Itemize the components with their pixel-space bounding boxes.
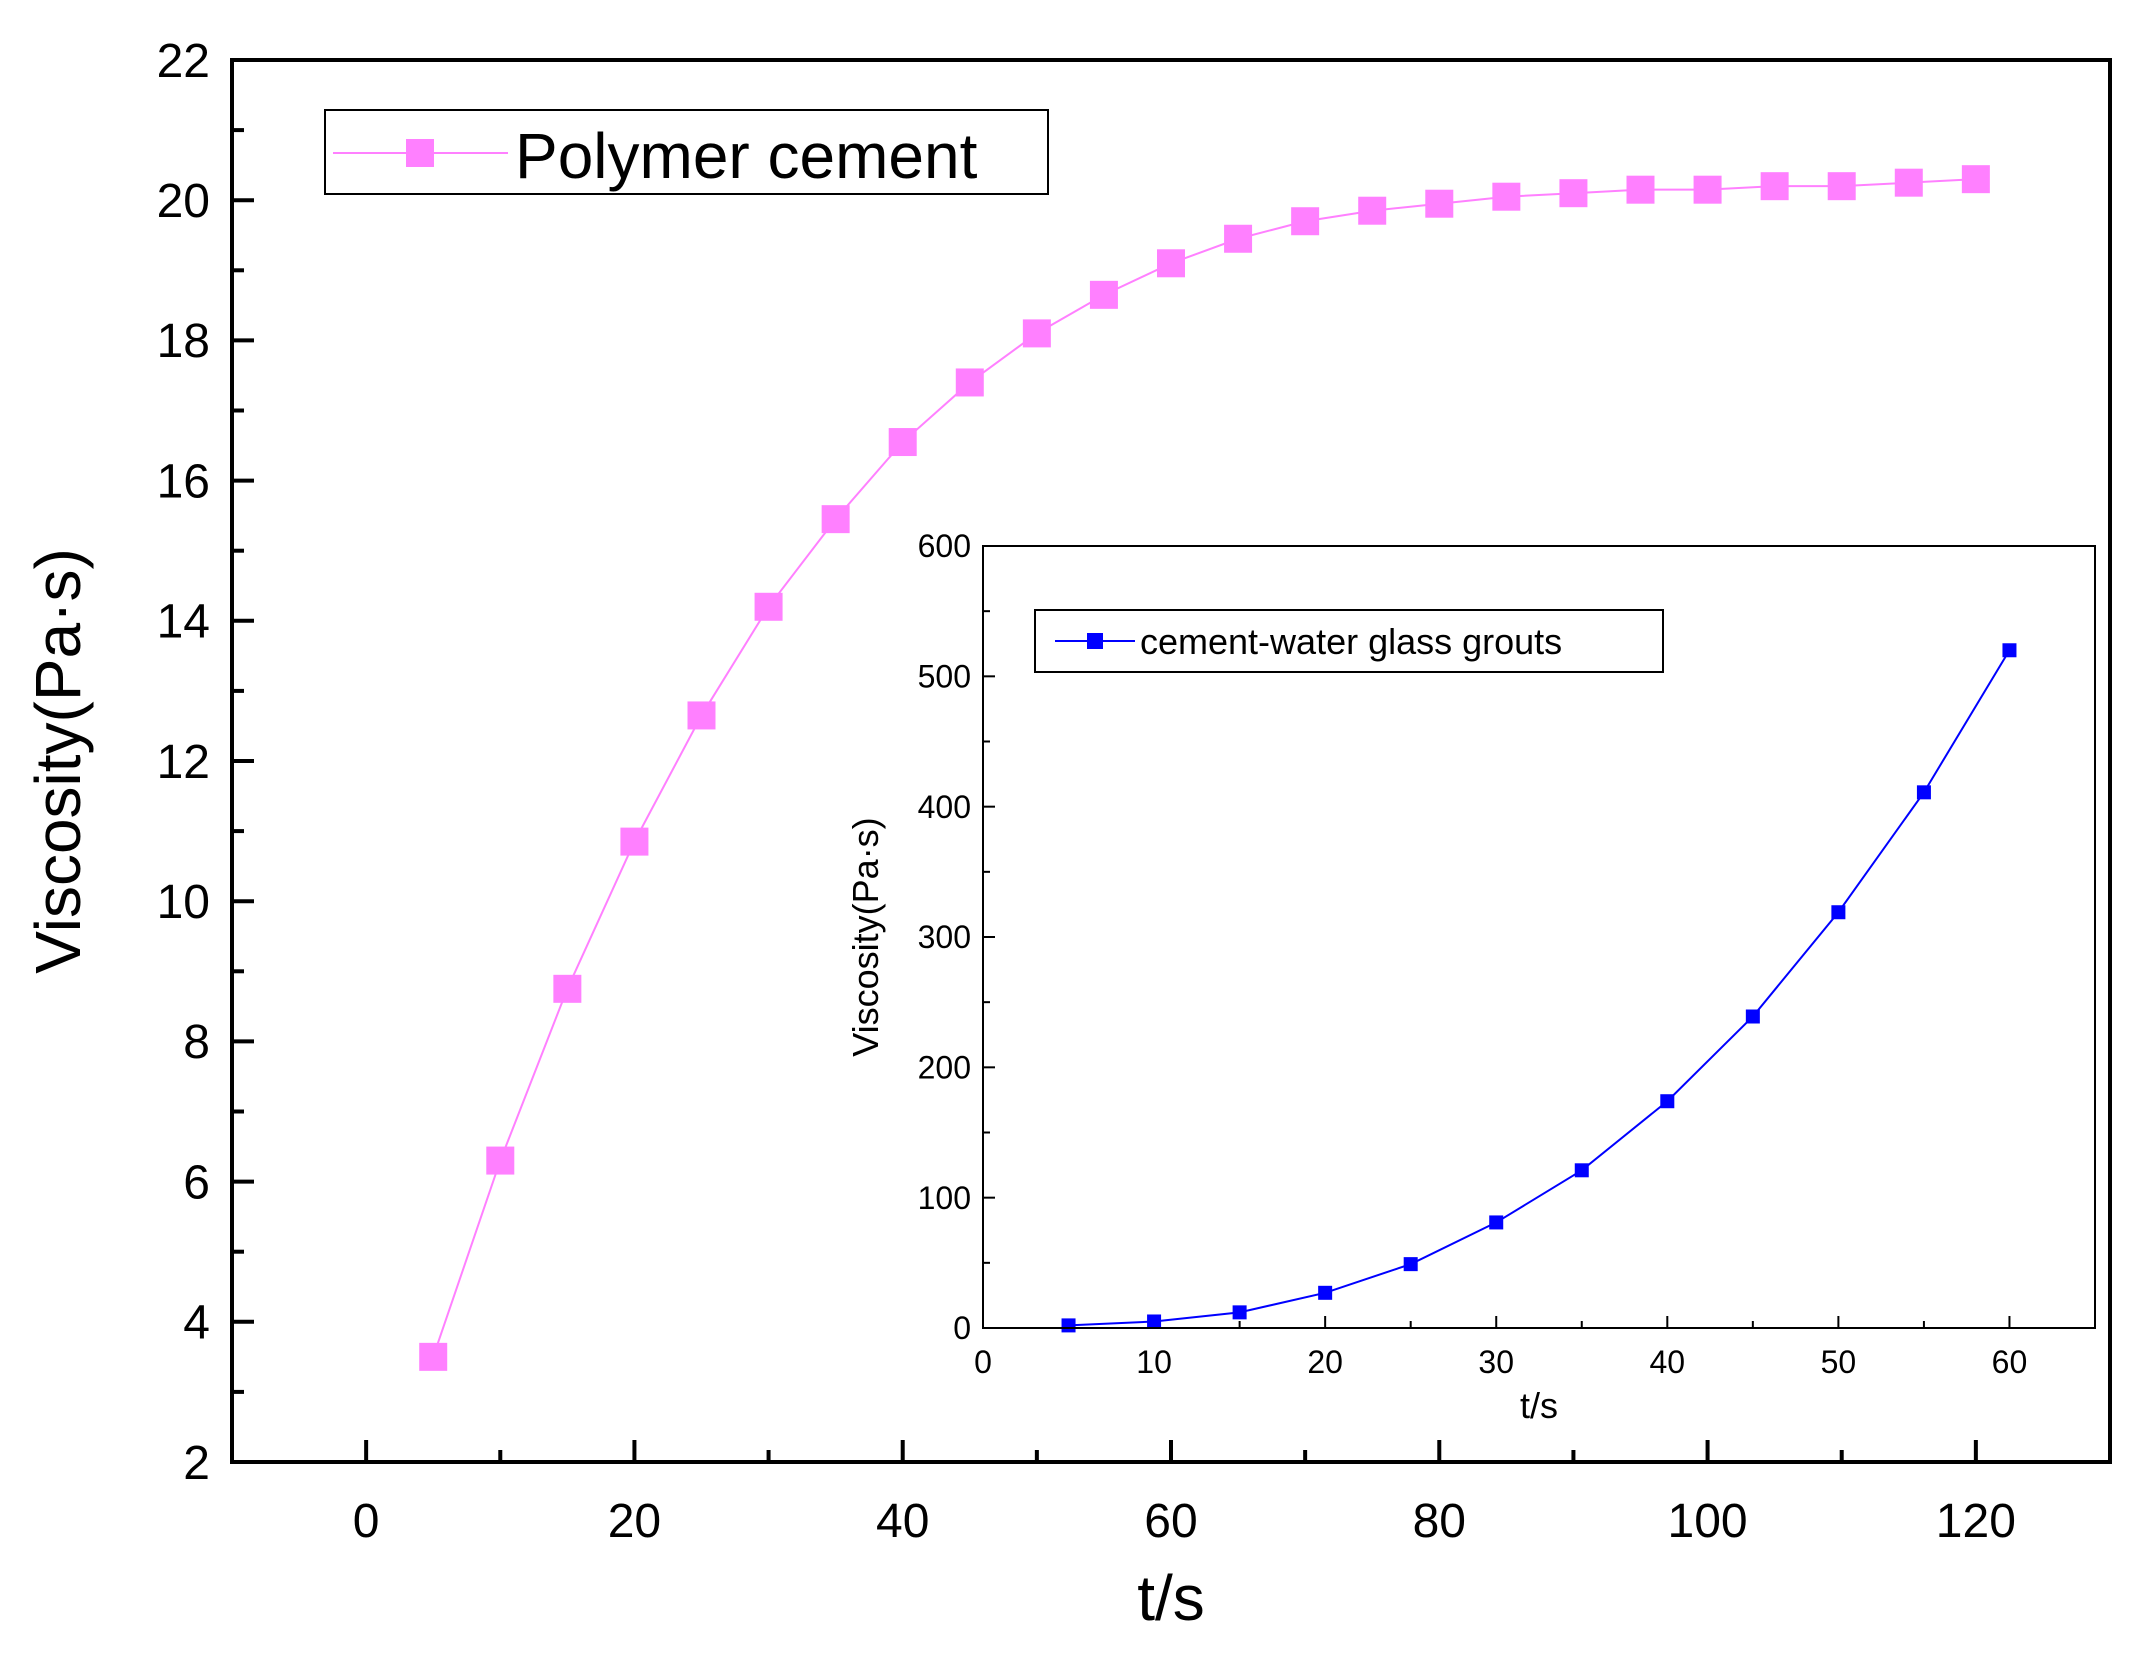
main-x-tick-label: 40: [876, 1495, 929, 1548]
inset-legend-box: [1034, 609, 1664, 673]
main-data-point: [687, 701, 716, 730]
main-data-point: [1559, 179, 1588, 208]
main-data-point: [821, 505, 850, 534]
inset-x-tick-label: 30: [1478, 1344, 1514, 1380]
inset-x-tick-label: 10: [1136, 1344, 1172, 1380]
main-data-point: [955, 368, 984, 397]
inset-x-tick-label: 40: [1650, 1344, 1686, 1380]
main-data-point: [1961, 165, 1990, 194]
main-data-point: [1827, 172, 1856, 201]
inset-data-point: [1232, 1305, 1247, 1320]
main-data-point: [1492, 182, 1521, 211]
main-data-point: [1157, 249, 1185, 278]
inset-background: [983, 546, 2095, 1328]
main-y-tick-label: 4: [183, 1297, 210, 1350]
inset-data-point: [1745, 1009, 1760, 1024]
inset-x-axis-label: t/s: [1520, 1385, 1558, 1426]
inset-x-tick-label: 20: [1307, 1344, 1343, 1380]
main-x-tick-label: 120: [1936, 1495, 2016, 1548]
main-data-point: [1291, 207, 1320, 236]
main-x-tick-label: 60: [1144, 1495, 1197, 1548]
inset-plot-frame: [982, 545, 2096, 1329]
inset-x-tick-label: 0: [974, 1344, 992, 1380]
inset-y-tick-label: 500: [918, 659, 971, 695]
inset-y-axis-label: Viscosity(Pa·s): [845, 817, 886, 1056]
inset-series-line: [1068, 649, 2011, 1327]
main-data-point: [888, 428, 917, 457]
main-x-tick-label: 0: [353, 1495, 380, 1548]
main-x-axis-label: t/s: [1137, 1562, 1205, 1634]
main-x-tick-label: 100: [1668, 1495, 1748, 1548]
main-y-tick-label: 8: [183, 1016, 210, 1069]
inset-y-tick-label: 0: [953, 1310, 971, 1346]
inset-data-point: [1489, 1215, 1504, 1230]
inset-x-tick-label: 50: [1821, 1344, 1857, 1380]
inset-legend-marker: [1087, 633, 1103, 649]
main-data-point: [1358, 196, 1387, 225]
main-y-tick-label: 12: [157, 736, 210, 789]
main-data-point: [1224, 224, 1253, 253]
inset-data-point: [1660, 1094, 1675, 1109]
inset-data-point: [1916, 785, 1931, 800]
main-data-point: [419, 1342, 448, 1371]
inset-data-point: [1403, 1257, 1418, 1272]
main-y-axis-label: Viscosity(Pa·s): [22, 548, 94, 974]
main-plot-frame: [230, 58, 2112, 1464]
main-legend: Polymer cement: [324, 109, 1049, 195]
inset-y-tick-label: 100: [918, 1180, 971, 1216]
inset-y-tick-label: 400: [918, 789, 971, 825]
inset-legend-label: cement-water glass grouts: [1140, 621, 1562, 662]
main-y-tick-label: 20: [157, 175, 210, 228]
inset-y-tick-label: 200: [918, 1050, 971, 1086]
main-data-point: [1693, 175, 1722, 204]
inset-data-point: [2002, 643, 2017, 658]
inset-data-point: [1318, 1285, 1333, 1300]
main-y-tick-label: 6: [183, 1156, 210, 1209]
inset-data-point: [1574, 1163, 1589, 1178]
inset-data-point: [1061, 1318, 1076, 1333]
inset-chart: 0 10 20 30 40 50 60 0 100 200 300 400 500 600 t/s Vi…: [845, 528, 2096, 1426]
main-data-point: [1425, 189, 1454, 218]
inset-data-point: [1147, 1314, 1162, 1329]
main-data-point: [1089, 280, 1118, 309]
inset-x-tick-label: 60: [1992, 1344, 2028, 1380]
inset-y-tick-label: 600: [918, 528, 971, 564]
main-data-point: [1894, 168, 1923, 197]
main-data-point: [486, 1146, 515, 1175]
main-y-tick-label: 10: [157, 876, 210, 929]
main-y-tick-label: 16: [157, 455, 210, 508]
main-data-point: [620, 827, 649, 856]
main-x-tick-label: 20: [608, 1495, 661, 1548]
main-x-tick-label: 80: [1413, 1495, 1466, 1548]
main-legend-marker: [406, 139, 434, 167]
main-data-point: [553, 974, 582, 1003]
main-y-tick-label: 22: [157, 35, 210, 88]
main-data-point: [1626, 175, 1655, 204]
main-data-point: [1022, 319, 1051, 348]
inset-legend: cement-water glass grouts: [1034, 609, 1664, 673]
main-data-point: [1760, 172, 1789, 201]
main-y-tick-label: 18: [157, 315, 210, 368]
inset-data-point: [1831, 905, 1846, 920]
main-data-point: [754, 592, 783, 621]
main-y-tick-label: 14: [157, 596, 210, 649]
inset-y-tick-label: 300: [918, 919, 971, 955]
main-legend-label: Polymer cement: [515, 120, 978, 192]
main-y-tick-label: 2: [183, 1437, 210, 1490]
